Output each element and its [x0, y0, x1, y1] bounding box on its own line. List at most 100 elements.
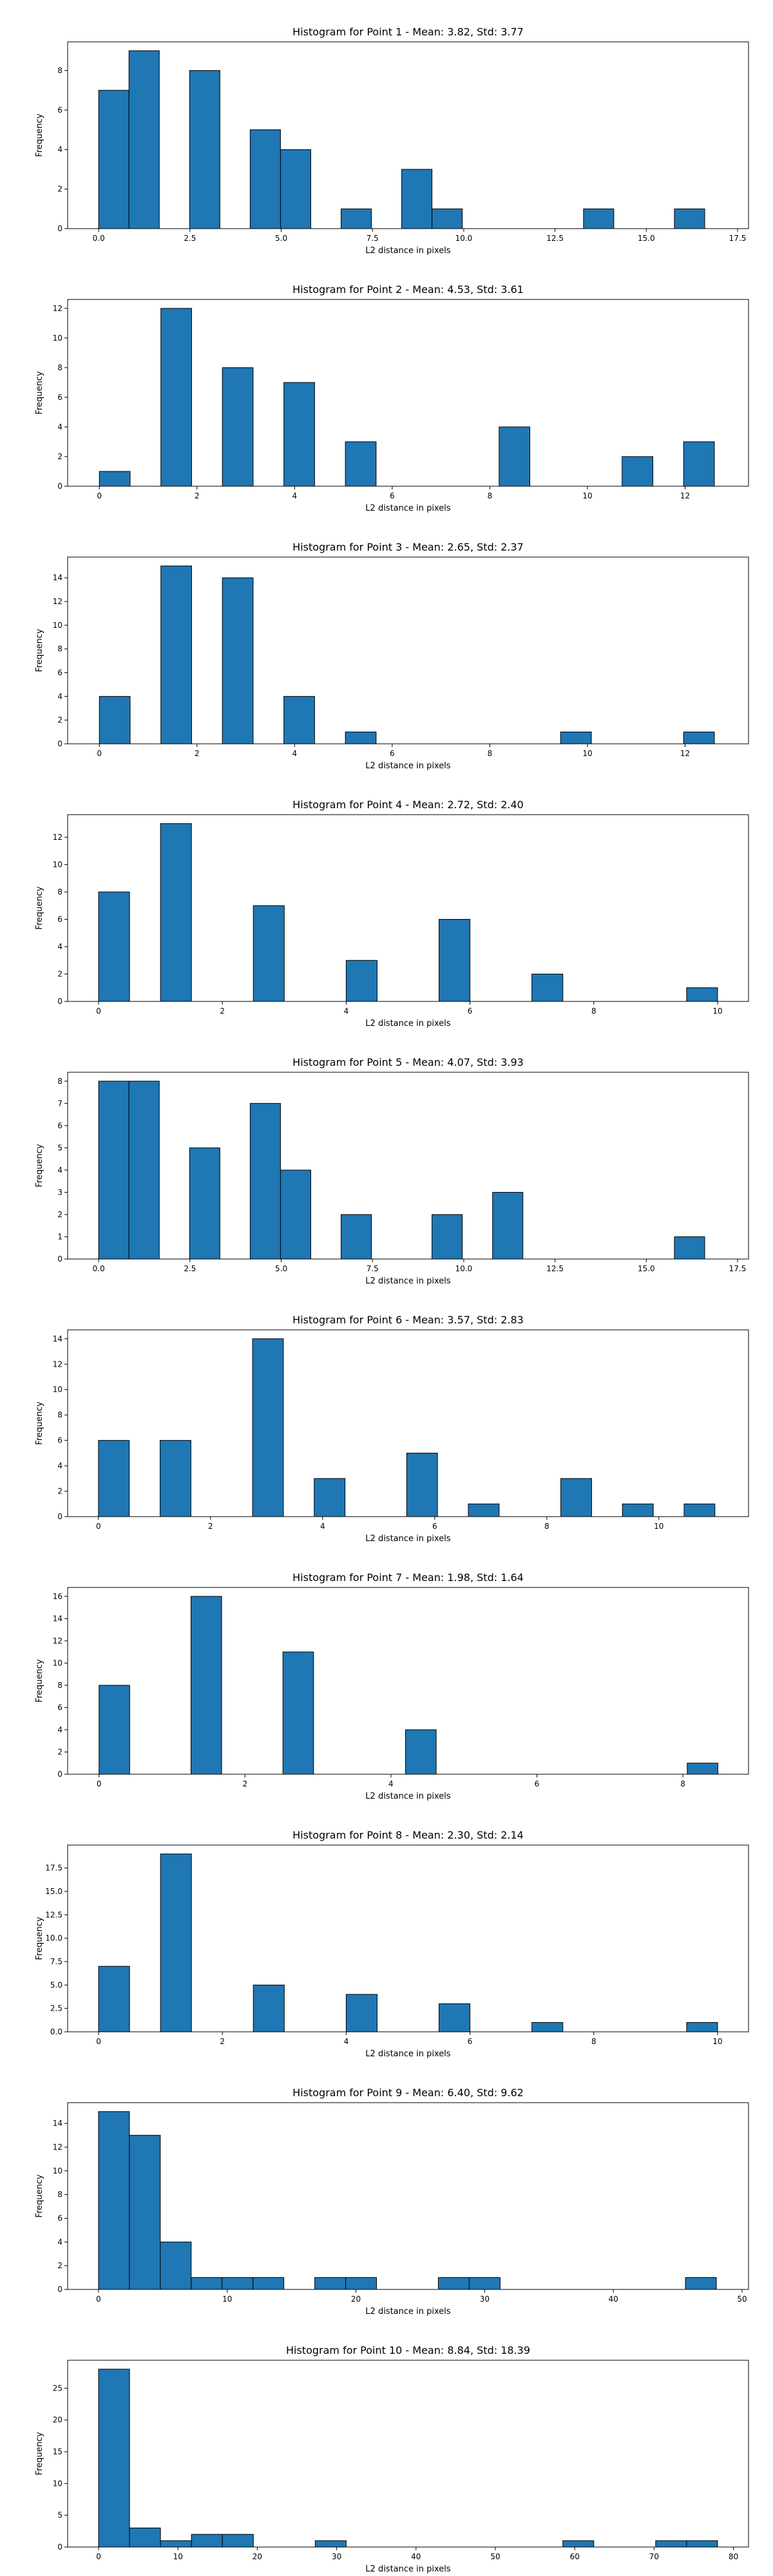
y-tick-label: 0 — [57, 224, 62, 233]
x-tick-label: 17.5 — [729, 234, 747, 243]
x-tick-label: 0 — [96, 2552, 101, 2561]
histogram-bar — [562, 2540, 595, 2548]
x-tick-label: 12 — [680, 749, 690, 758]
histogram-bar — [283, 382, 315, 487]
x-tick-label: 4 — [344, 2037, 349, 2046]
x-tick-label: 8 — [488, 491, 493, 500]
histogram-bar — [129, 2527, 161, 2548]
x-axis-label: L2 distance in pixels — [365, 2564, 451, 2574]
histogram-bar — [98, 1081, 129, 1260]
x-tick-label: 70 — [649, 2552, 659, 2561]
y-tick-label: 2 — [57, 970, 62, 979]
histogram-bar — [222, 2277, 254, 2290]
x-tick-label: 0 — [96, 1522, 101, 1531]
chart-title: Histogram for Point 8 - Mean: 2.30, Std:… — [292, 1829, 524, 1841]
y-tick-label: 2 — [57, 1747, 62, 1756]
x-tick-label: 10 — [654, 1522, 663, 1531]
x-axis-label: L2 distance in pixels — [365, 246, 451, 256]
y-tick-label: 0 — [57, 997, 62, 1006]
chart-title: Histogram for Point 4 - Mean: 2.72, Std:… — [292, 799, 524, 811]
chart-title: Histogram for Point 5 - Mean: 4.07, Std:… — [292, 1056, 524, 1068]
histogram-panel-2: 0 2 4 6 8 10 12 0 2 4 6 8 10 12 Histogram for Point 2 … — [35, 283, 749, 513]
y-tick-label: 4 — [57, 1166, 62, 1175]
x-tick-label: 0 — [97, 749, 102, 758]
histogram-panel-9: 0 10 20 30 40 50 0 2 4 6 8 10 12 14 Histogram for Poin… — [35, 2087, 749, 2316]
histogram-panel-6: 0 2 4 6 8 10 0 2 4 6 8 10 12 14 Histogram for Point 6 … — [35, 1314, 749, 1544]
x-tick-label: 0.0 — [93, 1264, 105, 1273]
x-tick-label: 17.5 — [729, 1264, 747, 1273]
y-tick-label: 8 — [57, 66, 62, 75]
chart-title: Histogram for Point 9 - Mean: 6.40, Std:… — [292, 2087, 524, 2099]
plot-frame — [67, 556, 749, 744]
histogram-bar — [683, 441, 715, 487]
x-axis-label: L2 distance in pixels — [365, 761, 451, 771]
histogram-bar — [687, 1763, 718, 1775]
histogram-bar — [437, 2277, 470, 2290]
plot-frame — [67, 2102, 749, 2290]
x-tick-label: 6 — [468, 1007, 473, 1016]
y-tick-label: 2 — [57, 452, 62, 461]
histogram-bar — [683, 732, 715, 744]
y-tick-label: 3 — [57, 1188, 62, 1197]
y-tick-label: 20 — [53, 2416, 62, 2425]
histogram-bar — [189, 70, 220, 229]
y-axis-label: Frequency — [35, 1144, 44, 1187]
y-tick-label: 8 — [57, 1681, 62, 1690]
y-tick-label: 4 — [57, 145, 62, 154]
y-tick-label: 2 — [57, 715, 62, 724]
y-tick-label: 14 — [53, 573, 62, 582]
y-tick-label: 1 — [57, 1232, 62, 1241]
x-tick-label: 10.0 — [455, 1264, 473, 1273]
histogram-bar — [401, 169, 433, 229]
histogram-bar — [160, 565, 192, 744]
x-tick-label: 20 — [253, 2552, 262, 2561]
histogram-bar — [686, 2540, 718, 2548]
histogram-bar — [160, 1440, 191, 1517]
x-tick-label: 10 — [222, 2295, 232, 2304]
histogram-bar — [280, 1170, 311, 1260]
y-tick-label: 10 — [53, 334, 62, 343]
x-tick-label: 4 — [292, 749, 298, 758]
y-tick-label: 12 — [53, 1636, 62, 1645]
histogram-bar — [345, 960, 377, 1002]
x-tick-label: 15.0 — [638, 234, 655, 243]
histogram-bar — [406, 1452, 438, 1517]
histogram-panel-4: 0 2 4 6 8 10 0 2 4 6 8 10 12 Histogram for Point 4 - … — [35, 799, 749, 1028]
x-tick-label: 8 — [680, 1779, 685, 1788]
x-tick-label: 4 — [292, 491, 298, 500]
x-tick-label: 10 — [582, 491, 592, 500]
y-tick-label: 8 — [57, 887, 62, 896]
histogram-bar — [492, 1191, 524, 1260]
y-tick-label: 4 — [57, 1725, 62, 1734]
plot-frame — [67, 2360, 749, 2548]
histogram-bar — [191, 2533, 223, 2548]
histogram-bar — [341, 1214, 372, 1260]
histogram-bar — [160, 2540, 192, 2548]
y-axis-label: Frequency — [35, 1401, 44, 1444]
histogram-bar — [249, 1103, 281, 1260]
histogram-bar — [499, 426, 531, 487]
y-axis-label: Frequency — [35, 2174, 44, 2217]
histogram-bar — [674, 1236, 705, 1260]
chart-title: Histogram for Point 6 - Mean: 3.57, Std:… — [292, 1314, 524, 1326]
x-tick-label: 10.0 — [455, 234, 473, 243]
y-tick-label: 10 — [53, 860, 62, 869]
histogram-bar — [345, 1994, 377, 2032]
y-tick-label: 8 — [57, 1410, 62, 1419]
y-tick-label: 10.0 — [45, 1934, 62, 1943]
y-tick-label: 4 — [57, 422, 62, 431]
y-tick-label: 6 — [57, 915, 62, 924]
histogram-bar — [468, 1503, 500, 1517]
x-tick-label: 40 — [609, 2295, 618, 2304]
y-tick-label: 0 — [57, 1512, 62, 1521]
y-axis-label: Frequency — [35, 1659, 44, 1702]
y-tick-label: 15.0 — [45, 1887, 62, 1896]
histogram-bar — [622, 456, 653, 487]
y-tick-label: 25 — [53, 2383, 62, 2392]
histogram-bar — [282, 1651, 314, 1775]
y-axis-label: Frequency — [35, 1917, 44, 1960]
x-axis-label: L2 distance in pixels — [365, 1276, 451, 1286]
y-axis-label: Frequency — [35, 113, 44, 156]
y-tick-label: 16 — [53, 1592, 62, 1601]
histogram-bar — [128, 50, 160, 229]
